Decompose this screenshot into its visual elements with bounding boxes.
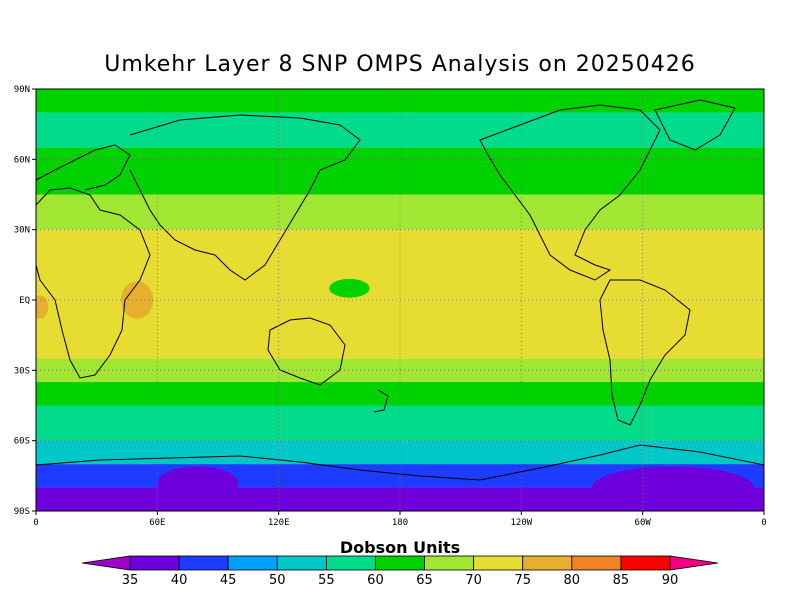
colorbar-title: Dobson Units [340,538,460,557]
coastline-europe [36,144,131,191]
colorbar-segment-3 [276,555,327,571]
lat-label-0: 90N [14,85,30,95]
coastline-south-america [599,279,691,426]
colorbar-segment-8 [522,555,573,571]
colorbar-segment-4 [325,555,376,571]
field-blob-3 [592,466,754,509]
coastline-antarctica [36,444,764,481]
colorbar-label-5: 60 [367,573,384,588]
colorbar-label-3: 50 [269,573,286,588]
ozone-field [36,89,764,511]
colorbar-label-9: 80 [564,573,581,588]
field-blob-4 [157,466,239,500]
lon-label-4: 120W [510,518,532,528]
field-band-2 [36,147,764,195]
colorbar-label-10: 85 [613,573,630,588]
lon-label-2: 120E [268,518,290,528]
lat-label-1: 60N [14,155,30,165]
colorbar-segment-2 [227,555,278,571]
field-blob-1 [36,295,49,319]
field-blob-0 [120,281,154,319]
colorbar-label-6: 65 [416,573,433,588]
map-title: Umkehr Layer 8 SNP OMPS Analysis on 2025… [104,52,696,77]
colorbar-label-7: 70 [465,573,482,588]
colorbar-segment-9 [571,555,622,571]
lat-label-4: 30S [14,366,30,376]
lon-label-1: 60E [149,518,165,528]
lon-label-6: 0 [761,518,766,528]
colorbar-label-0: 35 [122,573,139,588]
colorbar: 35 40 45 50 55 60 65 70 75 80 85 90 [81,555,719,588]
colorbar-label-4: 55 [318,573,335,588]
field-band-0 [36,89,764,113]
colorbar-segment-5 [375,555,425,571]
colorbar-segment-0 [129,555,180,571]
colorbar-label-11: 90 [662,573,679,588]
lon-label-5: 60W [635,518,652,528]
colorbar-arrow-high [669,555,719,571]
graticule [36,89,764,511]
colorbar-segment-6 [424,555,475,571]
lat-label-6: 90S [14,507,30,517]
colorbar-label-2: 45 [220,573,237,588]
coastline-north-america [479,104,661,281]
colorbar-label-8: 75 [514,573,531,588]
field-band-8 [36,440,764,465]
lat-label-3: EQ [19,296,30,306]
lat-label-2: 30N [14,226,30,236]
lon-label-3: 180 [392,518,408,528]
field-blob-2 [329,278,370,298]
lon-label-0: 0 [33,518,38,528]
lat-label-5: 60S [14,437,30,447]
coastline-new-zealand [373,389,389,413]
field-band-7 [36,405,764,441]
colorbar-segment-7 [473,555,524,571]
colorbar-label-1: 40 [171,573,188,588]
field-band-3 [36,194,764,230]
colorbar-segment-1 [178,555,229,571]
colorbar-segment-10 [620,555,671,571]
colorbar-arrow-low [81,555,131,571]
coastline-greenland [654,99,736,151]
